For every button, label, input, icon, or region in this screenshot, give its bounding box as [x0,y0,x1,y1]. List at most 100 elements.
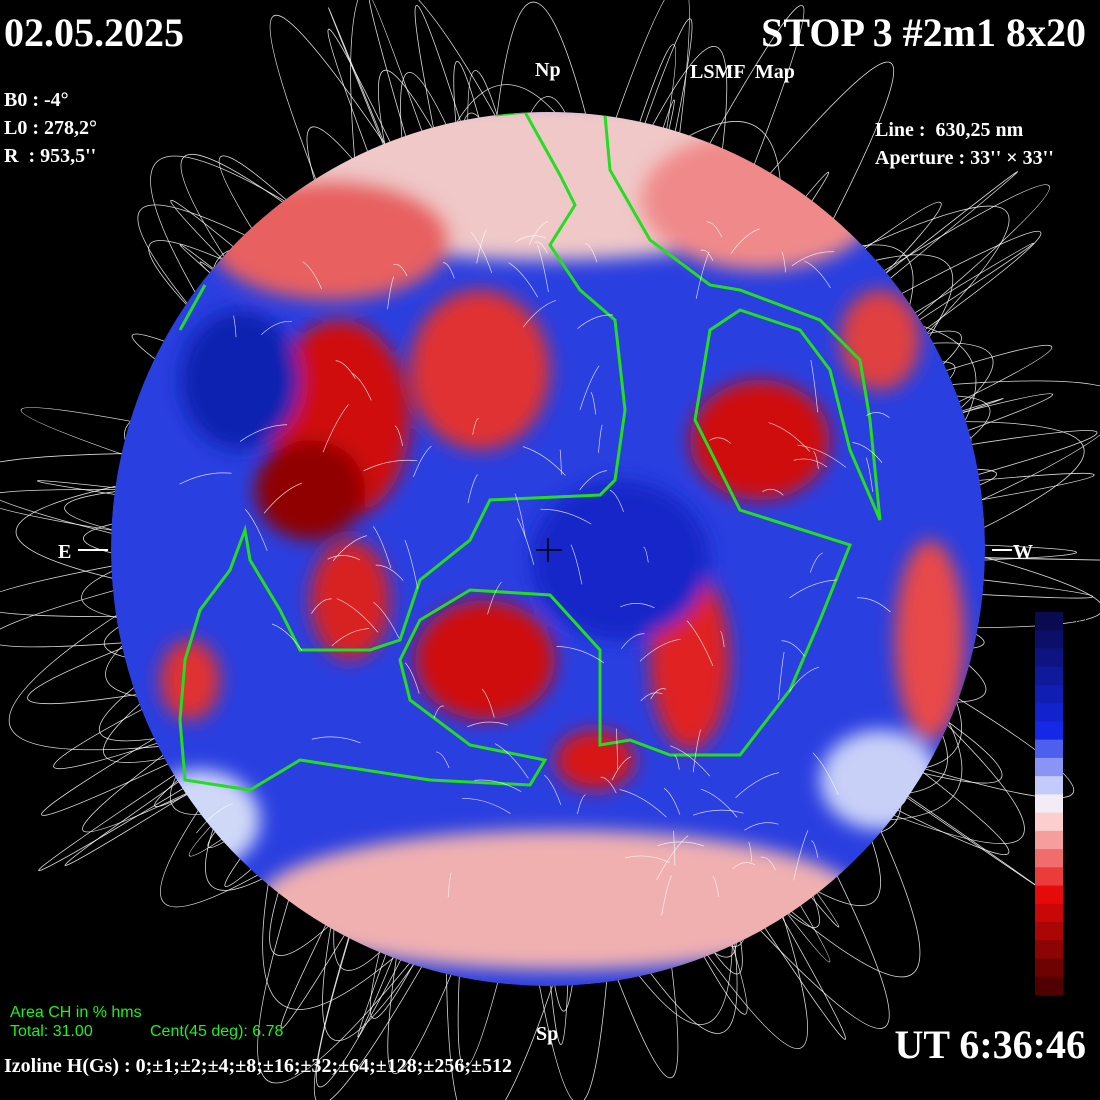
field-line [706,221,723,238]
field-line [599,0,690,182]
field-line [615,728,619,770]
field-line [576,794,586,815]
colorbar-label: 2 [1070,835,1075,845]
instrument: Line : 630,25 nm [875,119,1024,141]
colorbar-swatch [1035,648,1063,668]
colorbar-swatch [1035,703,1063,722]
field-line [556,646,605,664]
field-line [611,756,632,781]
field-line [570,544,583,585]
field-line [467,721,508,728]
field-line [860,254,954,353]
field-line [269,15,406,240]
field-line [598,424,603,453]
field-line [893,472,1095,516]
ch-heading: Area CH in % hms [10,1004,142,1021]
field-line [335,360,356,380]
colorbar-swatch [1035,812,1063,832]
time: UT 6:36:46 [895,1022,1086,1067]
field-line [866,412,890,418]
field-line [0,548,210,618]
field-line [700,788,738,818]
field-line [621,633,645,649]
field-line [332,535,367,562]
field-line [472,418,479,435]
colorbar-label: -4 [1070,744,1078,754]
field-line [811,840,819,858]
colorbar-label: -16 [1070,707,1082,717]
field-line [404,539,419,590]
field-line [373,601,400,639]
field-line [449,84,566,134]
field-line [196,803,233,834]
field-line [38,758,233,872]
field-line [487,581,502,615]
colorbar-label: 256 [1070,963,1084,973]
field-line [368,0,458,233]
field-lines [179,220,891,916]
colorbar-swatch [1035,630,1063,649]
field-line [813,451,819,470]
field-line [8,604,218,751]
field-line [239,424,288,442]
colorbar-swatch [1035,976,1063,996]
field-line [433,705,445,719]
center-cross [536,538,562,562]
field-line [841,230,1042,390]
field-line [600,776,617,794]
field-line [82,753,200,833]
field-line [311,736,361,744]
field-line [856,597,891,613]
field-line [476,229,487,264]
field-line [889,380,1100,523]
colorbar-swatch [1035,903,1063,923]
field-line [515,235,546,243]
field-line [514,493,526,538]
field-line [788,666,820,692]
colorbar-swatch [1035,958,1063,978]
colorbar-label: -512 [1070,616,1087,626]
field-line [692,809,744,816]
field-line [852,442,883,463]
field-line [363,459,418,472]
field-line [393,263,408,277]
field-line [232,315,237,338]
colorbar-swatch [1035,721,1063,741]
field-line [447,872,452,898]
field-line [528,220,549,246]
field-line [712,875,720,897]
field-line [812,752,839,795]
field-line [673,754,680,770]
field-line [705,61,895,252]
title: STOP 3 #2m1 8x20 [761,10,1086,55]
field-line [443,262,455,279]
field-line [0,489,203,545]
field-line [413,445,432,478]
field-line [263,482,302,514]
field-line [847,171,1018,304]
field-line [760,856,776,871]
colorbar-swatch [1035,684,1063,704]
field-line [537,244,549,293]
field-line [0,452,182,551]
field-line [865,457,874,492]
ephemeris: R : 953,5'' [4,145,96,167]
field-line [643,546,649,563]
field-line [64,756,248,866]
field-line [748,841,753,862]
field-line [41,706,268,816]
field-line [663,787,681,815]
colorbar-swatch [1035,849,1063,868]
ephemeris: L0 : 278,2° [4,117,97,139]
colorbar-swatch [1035,830,1063,850]
instrument: Aperture : 33'' × 33'' [875,147,1054,169]
colorbar-label: -256 [1070,634,1087,644]
field-line [639,638,681,662]
colorbar-label: 512 [1070,981,1084,991]
colorbar-swatch [1035,940,1063,960]
field-line [910,669,1074,799]
field-line [331,628,370,647]
field-line [673,830,676,866]
field-line [322,404,349,453]
field-line [590,391,597,415]
